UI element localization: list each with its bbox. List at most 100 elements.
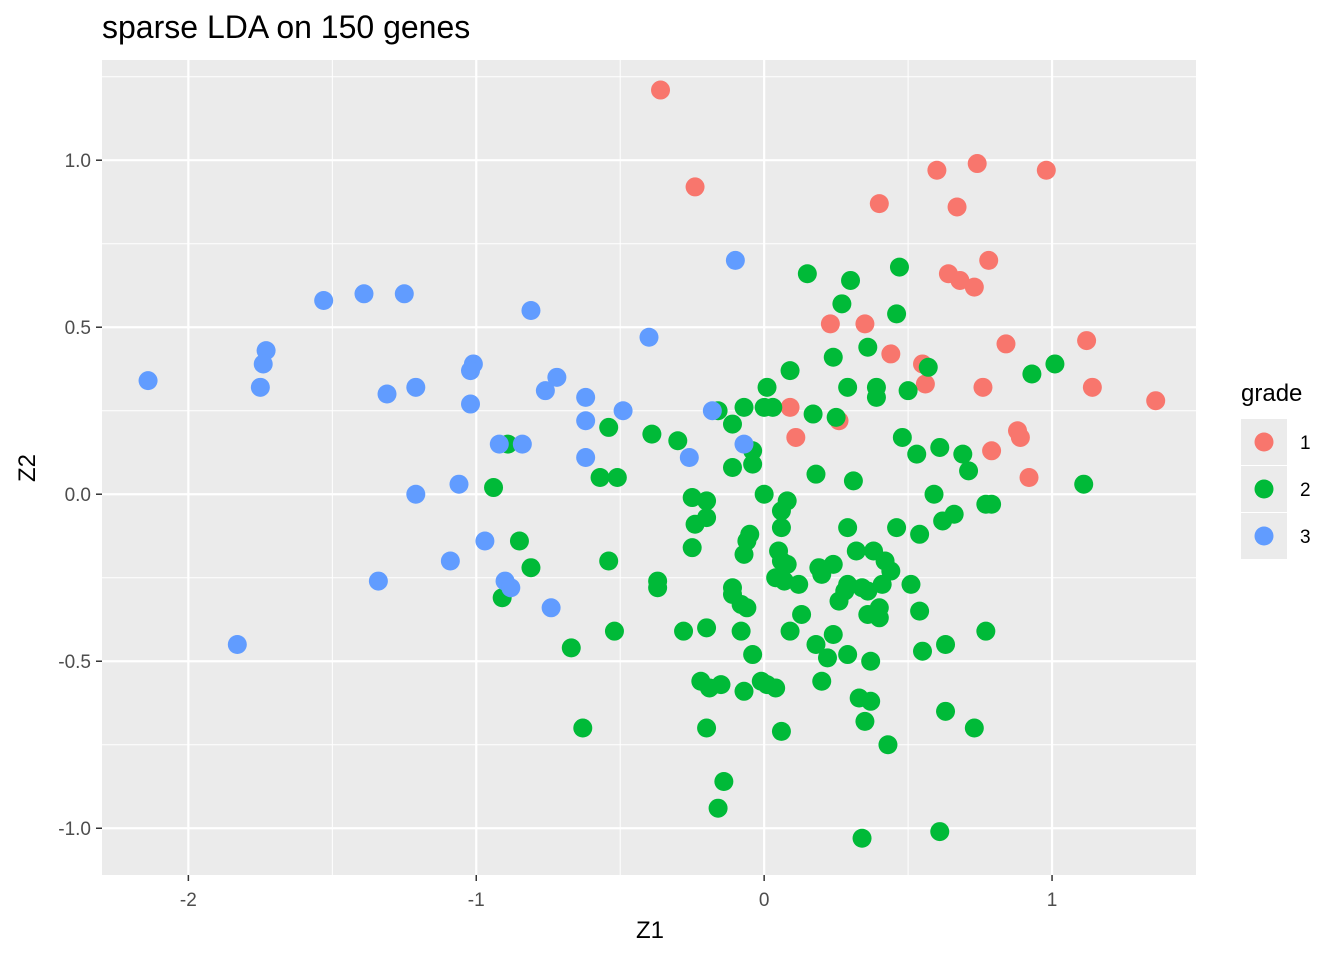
- data-point-grade-2: [777, 554, 797, 574]
- data-point-grade-2: [743, 645, 763, 665]
- data-point-grade-3: [461, 394, 481, 414]
- data-point-grade-3: [253, 354, 273, 374]
- y-axis: -1.0 -0.5 0.0 0.5 1.0: [58, 151, 102, 840]
- data-point-grade-2: [944, 504, 964, 524]
- data-point-grade-3: [639, 327, 659, 347]
- data-point-grade-1: [982, 441, 1002, 461]
- data-point-grade-2: [734, 397, 754, 417]
- data-point-grade-1: [1019, 468, 1039, 488]
- data-point-grade-2: [812, 671, 832, 691]
- data-point-grade-2: [861, 691, 881, 711]
- data-point-grade-2: [774, 571, 794, 591]
- x-tick-label: 0: [759, 890, 770, 911]
- data-point-grade-2: [918, 357, 938, 377]
- data-point-grade-2: [838, 377, 858, 397]
- data-point-grade-2: [832, 294, 852, 314]
- data-point-grade-2: [1074, 474, 1094, 494]
- data-point-grade-3: [377, 384, 397, 404]
- data-point-grade-2: [734, 681, 754, 701]
- data-point-grade-3: [461, 361, 481, 381]
- data-point-grade-1: [967, 154, 987, 174]
- data-point-grade-2: [668, 431, 688, 451]
- data-point-grade-1: [786, 427, 806, 447]
- data-point-grade-2: [697, 618, 717, 638]
- x-tick-label: 1: [1047, 890, 1058, 911]
- data-point-grade-1: [881, 344, 901, 364]
- data-point-grade-3: [354, 284, 374, 304]
- data-point-grade-2: [846, 541, 866, 561]
- data-points: [138, 80, 1166, 848]
- data-point-grade-3: [521, 301, 541, 321]
- data-point-grade-2: [780, 621, 800, 641]
- data-point-grade-2: [743, 454, 763, 474]
- data-point-grade-2: [685, 514, 705, 534]
- data-point-grade-2: [907, 444, 927, 464]
- data-point-grade-3: [250, 377, 270, 397]
- data-point-grade-3: [489, 434, 509, 454]
- legend-label-2: 2: [1300, 480, 1311, 501]
- data-point-grade-2: [797, 264, 817, 284]
- data-point-grade-2: [959, 461, 979, 481]
- data-point-grade-2: [823, 625, 843, 645]
- legend-key-3: [1254, 526, 1274, 546]
- data-point-grade-2: [711, 675, 731, 695]
- data-point-grade-2: [731, 621, 751, 641]
- data-point-grade-1: [780, 397, 800, 417]
- data-point-grade-2: [936, 701, 956, 721]
- data-point-grade-2: [722, 414, 742, 434]
- data-point-grade-2: [607, 468, 627, 488]
- data-point-grade-2: [829, 591, 849, 611]
- data-point-grade-3: [535, 381, 555, 401]
- y-tick-label: -0.5: [58, 652, 91, 673]
- y-tick-label: -1.0: [58, 819, 91, 840]
- y-tick-label: 0.0: [65, 485, 91, 506]
- data-point-grade-2: [648, 578, 668, 598]
- data-point-grade-1: [651, 80, 671, 100]
- data-point-grade-1: [1082, 377, 1102, 397]
- data-point-grade-2: [887, 304, 907, 324]
- data-point-grade-2: [789, 574, 809, 594]
- data-point-grade-2: [708, 798, 728, 818]
- data-point-grade-2: [823, 347, 843, 367]
- data-point-grade-2: [826, 407, 846, 427]
- data-point-grade-2: [858, 337, 878, 357]
- data-point-grade-2: [757, 377, 777, 397]
- data-point-grade-3: [406, 377, 426, 397]
- data-point-grade-1: [685, 177, 705, 197]
- y-axis-title: Z2: [14, 454, 41, 482]
- data-point-grade-1: [915, 374, 935, 394]
- data-point-grade-2: [806, 635, 826, 655]
- data-point-grade-2: [982, 494, 1002, 514]
- data-point-grade-3: [679, 447, 699, 467]
- data-point-grade-2: [901, 574, 921, 594]
- data-point-grade-2: [930, 822, 950, 842]
- data-point-grade-2: [892, 427, 912, 447]
- data-point-grade-2: [792, 604, 812, 624]
- legend-label-3: 3: [1300, 527, 1311, 548]
- data-point-grade-2: [843, 471, 863, 491]
- data-point-grade-3: [541, 598, 561, 618]
- data-point-grade-2: [521, 558, 541, 578]
- data-point-grade-2: [604, 621, 624, 641]
- x-axis-title: Z1: [636, 917, 664, 944]
- data-point-grade-1: [869, 194, 889, 214]
- data-point-grade-2: [964, 718, 984, 738]
- data-point-grade-1: [947, 197, 967, 217]
- data-point-grade-2: [484, 478, 504, 498]
- plot-panel: [102, 60, 1196, 875]
- data-point-grade-3: [394, 284, 414, 304]
- data-point-grade-2: [936, 635, 956, 655]
- data-point-grade-2: [766, 678, 786, 698]
- data-point-grade-2: [930, 437, 950, 457]
- data-point-grade-3: [576, 411, 596, 431]
- data-point-grade-3: [449, 474, 469, 494]
- data-point-grade-2: [754, 484, 774, 504]
- data-point-grade-2: [869, 608, 889, 628]
- data-point-grade-2: [889, 257, 909, 277]
- data-point-grade-2: [803, 404, 823, 424]
- data-point-grade-3: [512, 434, 532, 454]
- data-point-grade-2: [590, 468, 610, 488]
- data-point-grade-2: [682, 488, 702, 508]
- data-point-grade-2: [913, 641, 932, 661]
- legend-key-1: [1254, 432, 1274, 452]
